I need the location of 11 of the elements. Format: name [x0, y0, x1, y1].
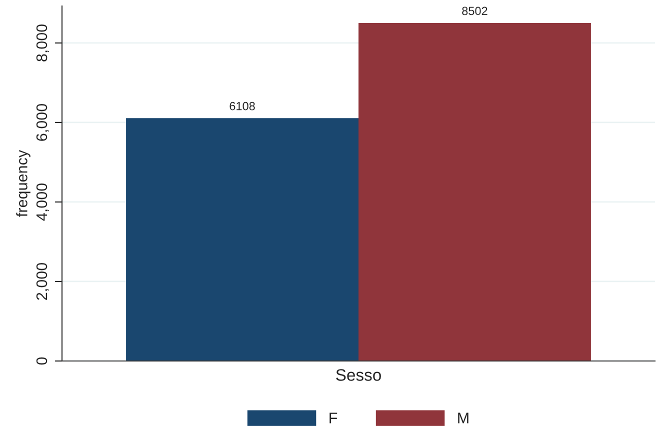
x-axis-title: Sesso: [336, 369, 381, 381]
data-label: 8502: [462, 6, 488, 16]
y-tick-label: 0: [36, 357, 48, 365]
y-axis-title: frequency: [16, 150, 30, 217]
data-label: 6108: [230, 102, 255, 110]
y-tick-label: 6,000: [36, 104, 49, 141]
y-tick-label: 2,000: [36, 262, 49, 300]
legend-label: F: [330, 412, 338, 424]
y-tick-label: 8,000: [36, 24, 49, 62]
y-tick-label: 4,000: [36, 183, 49, 221]
legend-label: M: [458, 412, 468, 424]
